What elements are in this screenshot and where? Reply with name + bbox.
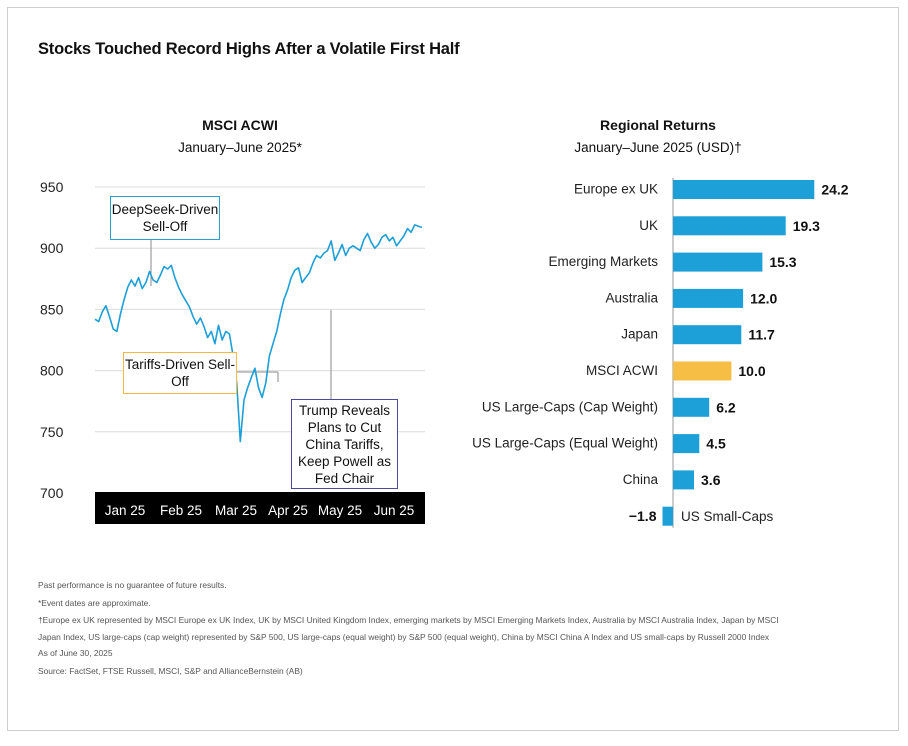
left-chart-subtitle: January–June 2025* <box>178 140 302 155</box>
footnote-index-sources-1: †Europe ex UK represented by MSCI Europe… <box>38 615 779 625</box>
msci-acwi-series-line <box>94 224 423 443</box>
y-tick-label: 800 <box>40 363 64 379</box>
page-title: Stocks Touched Record Highs After a Vola… <box>38 40 460 58</box>
footnote-past-performance: Past performance is no guarantee of futu… <box>38 580 227 590</box>
y-tick-label: 900 <box>40 240 64 256</box>
month-axis-band <box>95 492 425 524</box>
footnote-event-dates: *Event dates are approximate. <box>38 597 151 608</box>
right-chart-header: Regional Returns January–June 2025 (USD)… <box>540 117 776 155</box>
y-tick-label: 750 <box>40 424 64 440</box>
y-tick-label: 700 <box>40 485 64 501</box>
chart-frame <box>7 7 899 731</box>
deepseek-sell-off-annotation: DeepSeek-Driven Sell-Off <box>110 196 220 240</box>
footnote-as-of-date: As of June 30, 2025 <box>38 648 113 658</box>
x-tick-label: Apr 25 <box>268 503 308 518</box>
y-tick-label: 850 <box>40 301 64 317</box>
footnote-source: Source: FactSet, FTSE Russell, MSCI, S&P… <box>38 665 303 676</box>
left-chart-title: MSCI ACWI <box>202 117 278 133</box>
x-tick-label: Jan 25 <box>105 503 146 518</box>
x-tick-label: Feb 25 <box>160 503 202 518</box>
trump-china-tariffs-annotation: Trump Reveals Plans to Cut China Tariffs… <box>291 399 398 489</box>
x-tick-label: May 25 <box>318 503 362 518</box>
left-chart-header: MSCI ACWI January–June 2025* <box>130 117 350 155</box>
footnote-index-sources-2: Japan Index, US large-caps (cap weight) … <box>38 631 770 642</box>
x-tick-label: Mar 25 <box>215 503 257 518</box>
y-tick-label: 950 <box>40 179 64 195</box>
x-tick-label: Jun 25 <box>374 503 415 518</box>
tariffs-sell-off-annotation: Tariffs-Driven Sell-Off <box>123 352 237 394</box>
right-chart-subtitle: January–June 2025 (USD)† <box>574 140 742 155</box>
footnotes: Past performance is no guarantee of futu… <box>38 577 868 680</box>
right-chart-title: Regional Returns <box>600 117 716 133</box>
